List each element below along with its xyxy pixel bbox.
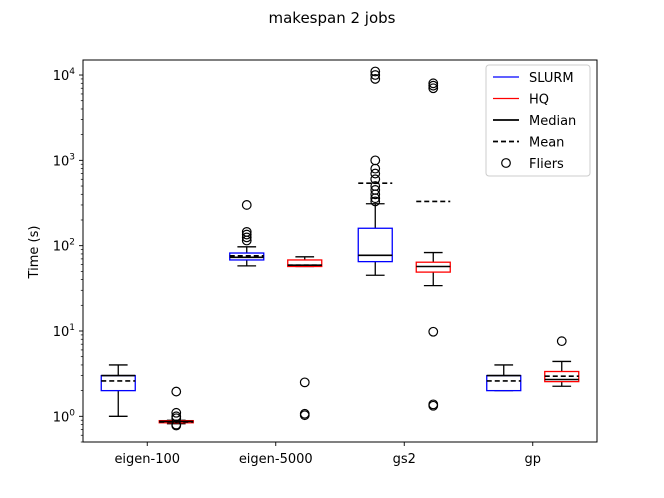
flier-point <box>428 399 439 410</box>
x-tick-label: eigen-5000 <box>239 452 313 467</box>
y-tick-label: 100 <box>53 408 76 425</box>
x-tick-label: gs2 <box>393 452 416 467</box>
flier-point <box>370 168 381 179</box>
x-tick-label: eigen-100 <box>114 452 180 467</box>
flier-point <box>370 70 381 80</box>
plot-frame <box>82 59 598 443</box>
flier-point <box>241 229 252 240</box>
box-body <box>100 374 136 392</box>
box-hq-gp <box>544 336 580 387</box>
x-tick-label: gp <box>524 452 541 467</box>
flier-point <box>299 408 310 419</box>
flier-point <box>370 196 381 207</box>
chart-title: makespan 2 jobs <box>269 9 396 27</box>
box-hq-eigen-100 <box>158 386 194 431</box>
flier-point <box>241 232 252 243</box>
flier-point <box>370 66 381 77</box>
y-tick-label: 101 <box>53 323 75 340</box>
legend-label: Mean <box>529 136 564 151</box>
flier-point <box>241 200 252 210</box>
flier-point <box>428 326 439 337</box>
legend-label: HQ <box>529 93 549 108</box>
flier-point <box>370 174 381 185</box>
flier-point <box>370 163 381 174</box>
flier-point <box>370 181 381 191</box>
legend-flier-icon <box>501 158 511 168</box>
flier-point <box>171 386 182 397</box>
legend-item-slurm: SLURM <box>493 71 574 86</box>
legend-item-hq: HQ <box>493 93 549 108</box>
legend-frame <box>485 64 591 177</box>
y-axis-label: Time (s) <box>27 226 42 280</box>
y-tick-label: 103 <box>53 152 75 169</box>
flier-point <box>171 411 182 422</box>
legend-label: Median <box>529 114 576 129</box>
flier-point <box>299 377 310 388</box>
flier-point <box>171 407 182 418</box>
flier-point <box>241 227 252 237</box>
legend-item-mean: Mean <box>493 136 564 151</box>
y-tick-label: 104 <box>53 67 76 84</box>
flier-point <box>428 78 439 89</box>
flier-point <box>428 80 439 91</box>
plot-area: 100 101 102 103 104 eigen-100 eigen-5000 gs2 gp <box>53 66 580 467</box>
legend-item-median: Median <box>493 114 576 129</box>
box-slurm-eigen-5000 <box>229 200 265 267</box>
box-slurm-gs2 <box>357 66 393 276</box>
box-hq-eigen-5000 <box>287 256 323 421</box>
legend: SLURM HQ Median Mean Fliers <box>485 64 591 177</box>
flier-point <box>370 74 381 84</box>
flier-point <box>556 336 567 347</box>
box-hq-gs2 <box>415 78 451 411</box>
flier-point <box>370 155 381 166</box>
flier-point <box>370 185 381 195</box>
legend-label: SLURM <box>529 71 574 86</box>
box-slurm-gp <box>486 364 522 392</box>
box-slurm-eigen-100 <box>100 364 136 417</box>
box-body <box>357 227 393 263</box>
legend-item-fliers: Fliers <box>501 157 564 172</box>
legend-label: Fliers <box>529 157 564 172</box>
y-tick-label: 102 <box>53 238 75 255</box>
box-body <box>287 259 323 268</box>
box-body <box>486 374 522 392</box>
flier-point <box>428 83 439 94</box>
